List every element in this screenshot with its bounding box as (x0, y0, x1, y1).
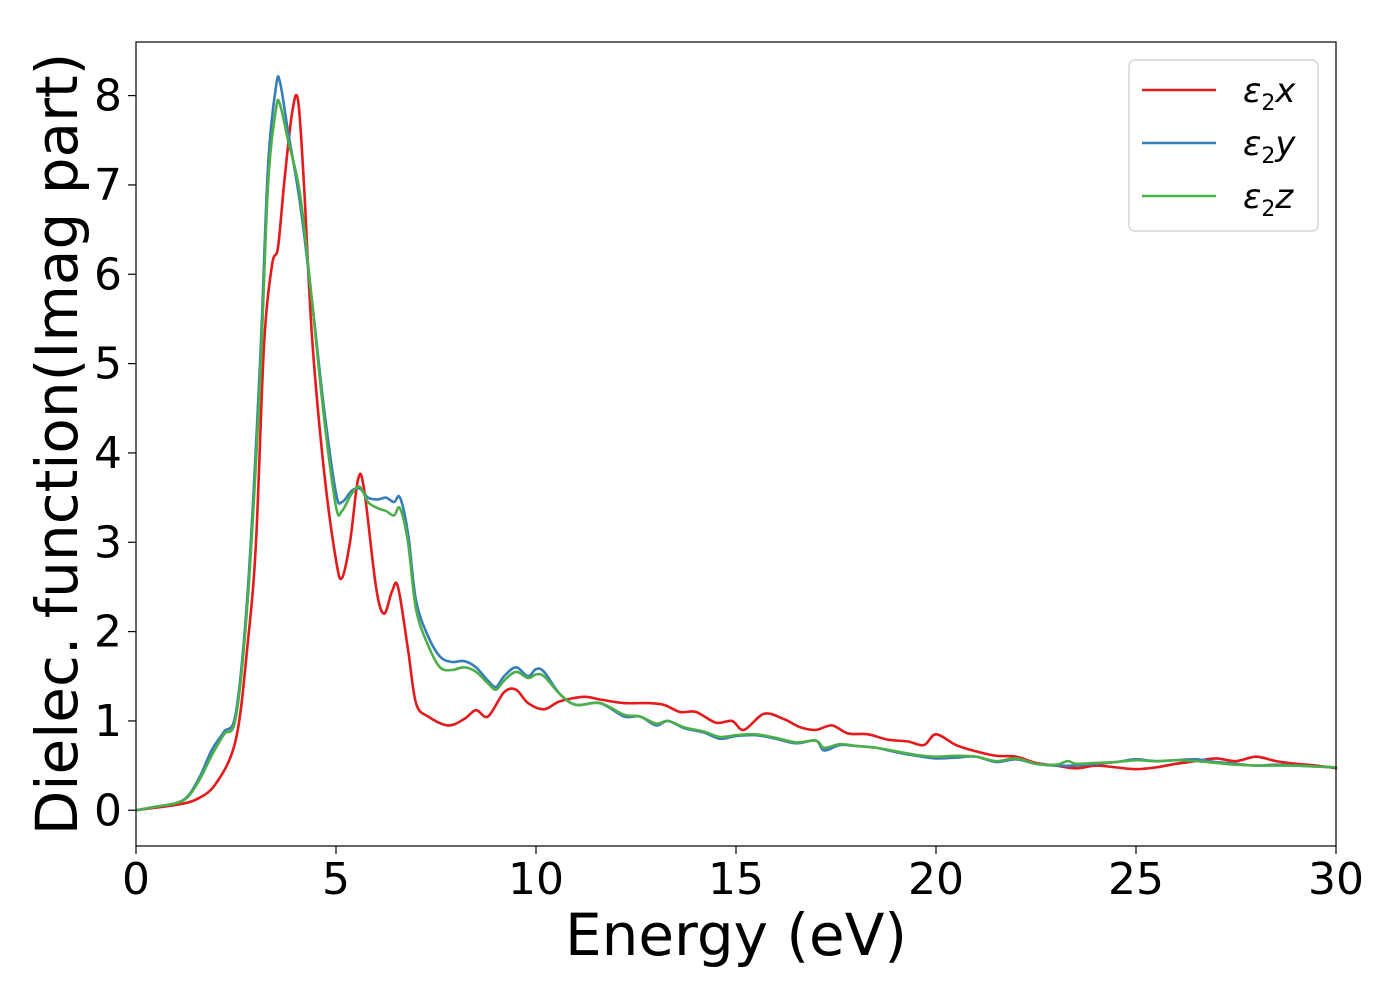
y-tick-label: 7 (94, 160, 122, 211)
series-layer (134, 75, 1338, 812)
x-tick-label: 15 (708, 854, 764, 905)
x-tick-label: 5 (322, 854, 350, 905)
y-tick-label: 6 (94, 249, 122, 300)
legend-label-y: ε2y (1243, 124, 1296, 169)
x-tick-label: 25 (1108, 854, 1164, 905)
series-line-z (134, 98, 1338, 812)
y-tick-label: 0 (94, 785, 122, 836)
legend: ε2x ε2y ε2z (1128, 59, 1319, 232)
x-tick-label: 20 (908, 854, 964, 905)
x-tick-label: 30 (1308, 854, 1364, 905)
legend-label-x: ε2x (1243, 71, 1296, 116)
x-tick-label: 10 (508, 854, 564, 905)
y-tick-label: 5 (94, 339, 122, 390)
y-tick-label: 4 (94, 428, 122, 479)
x-axis: 0 5 10 15 20 25 30 (122, 846, 1364, 905)
legend-label-z: ε2z (1243, 177, 1294, 222)
y-tick-label: 1 (94, 696, 122, 747)
x-axis-label: Energy (eV) (565, 901, 907, 969)
y-tick-label: 2 (94, 607, 122, 658)
series-line-x (134, 93, 1338, 812)
y-tick-label: 8 (94, 71, 122, 122)
x-tick-label: 0 (122, 854, 150, 905)
y-axis-label: Dielec. function(Imag part) (23, 53, 91, 836)
y-axis: 0 1 2 3 4 5 6 7 8 (94, 71, 136, 836)
y-tick-label: 3 (94, 517, 122, 568)
legend-box (1128, 59, 1319, 232)
